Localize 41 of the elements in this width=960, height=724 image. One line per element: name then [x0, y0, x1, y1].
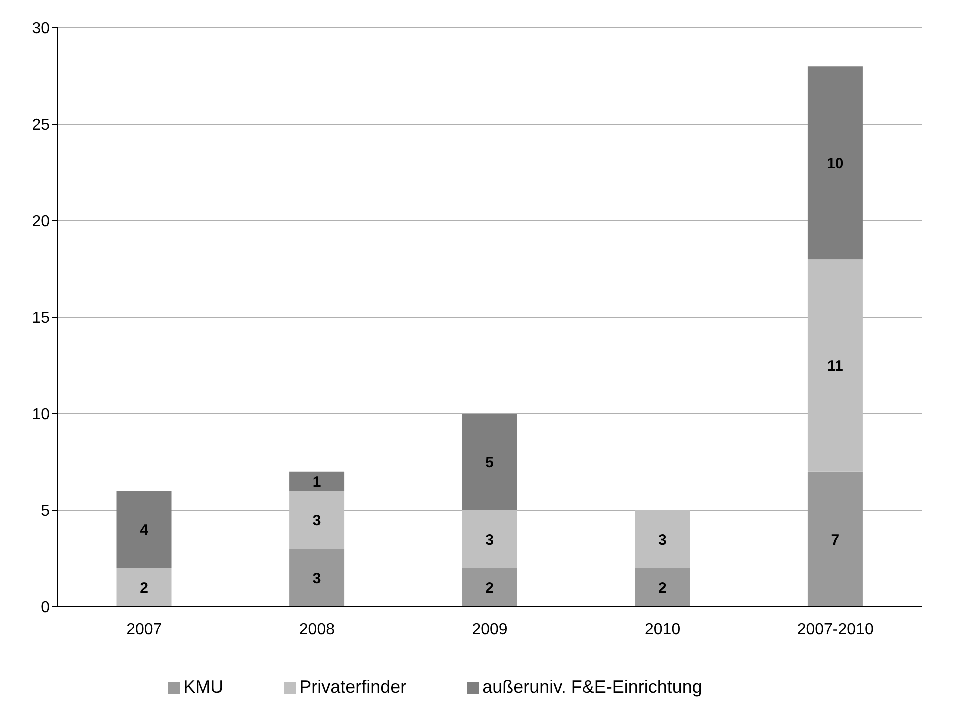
x-tick-label: 2010 [645, 621, 681, 638]
bar [635, 568, 690, 607]
data-label: 7 [831, 532, 840, 549]
bar [808, 472, 863, 607]
y-tick-label: 5 [41, 503, 50, 520]
bar [635, 510, 690, 568]
legend-label: KMU [184, 677, 224, 697]
bar [808, 66, 863, 260]
bar [462, 510, 518, 568]
data-label: 1 [312, 474, 322, 491]
bar [290, 549, 345, 607]
data-label: 2 [486, 580, 494, 598]
bar [116, 568, 172, 607]
legend-label: außeruniv. F&E-Einrichtung [482, 677, 702, 697]
data-label: 3 [312, 570, 322, 588]
bar [116, 491, 172, 568]
bar [808, 260, 863, 472]
y-tick-label: 25 [32, 117, 50, 134]
x-tick-label: 2008 [299, 621, 336, 638]
data-label: 11 [828, 358, 844, 376]
data-label: 3 [312, 512, 322, 530]
y-tick-label: 20 [32, 214, 50, 231]
y-tick-label: 0 [41, 600, 50, 617]
data-label: 2 [658, 580, 667, 598]
x-tick-label: 2007 [126, 621, 162, 638]
y-tick-label: 10 [32, 406, 50, 424]
data-label: 3 [486, 532, 494, 549]
data-label: 2 [140, 580, 148, 598]
data-label: 4 [140, 522, 150, 540]
bar [462, 568, 518, 607]
bar [462, 414, 518, 510]
x-tick-label: 2007-2010 [797, 621, 874, 638]
legend-label: Privaterfinder [300, 677, 407, 697]
x-tick-label: 2009 [472, 621, 508, 638]
y-tick-label: 15 [32, 310, 50, 328]
y-tick-label: 30 [32, 20, 50, 38]
data-label: 5 [486, 454, 494, 472]
bar [290, 491, 345, 550]
bar [290, 472, 345, 492]
data-label: 10 [827, 155, 844, 172]
data-label: 3 [658, 532, 667, 549]
